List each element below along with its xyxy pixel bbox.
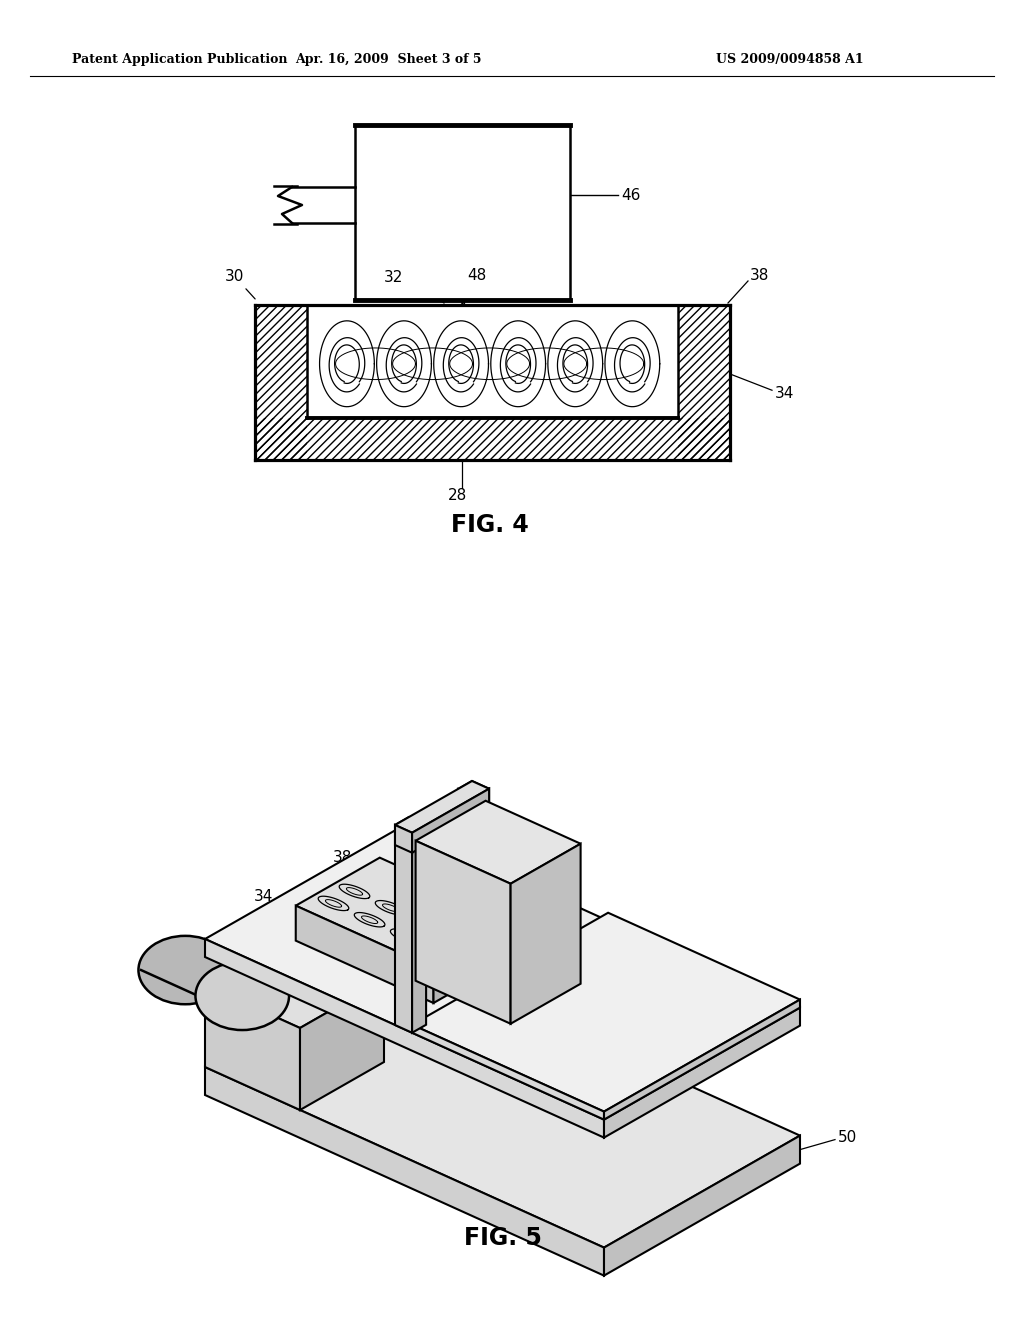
Text: 34: 34 (775, 385, 795, 401)
Polygon shape (205, 939, 604, 1138)
Polygon shape (205, 985, 300, 1110)
Polygon shape (205, 828, 800, 1119)
Text: FIG. 5: FIG. 5 (464, 1226, 542, 1250)
Polygon shape (604, 1135, 800, 1275)
Text: Apr. 16, 2009  Sheet 3 of 5: Apr. 16, 2009 Sheet 3 of 5 (295, 54, 481, 66)
Text: Patent Application Publication: Patent Application Publication (72, 54, 288, 66)
Text: 34: 34 (254, 888, 273, 904)
Text: X: X (554, 954, 563, 968)
Polygon shape (205, 1067, 604, 1275)
Bar (307, 305, 678, 418)
Text: 46: 46 (621, 187, 640, 202)
Text: 28: 28 (449, 488, 467, 503)
Text: 38: 38 (333, 850, 352, 866)
Polygon shape (395, 825, 412, 1032)
Polygon shape (412, 825, 426, 1032)
Polygon shape (205, 954, 800, 1247)
Text: 46: 46 (589, 919, 607, 933)
Bar (355, 125, 570, 300)
Polygon shape (458, 789, 475, 997)
Polygon shape (412, 789, 489, 853)
Text: US 2009/0094858 A1: US 2009/0094858 A1 (716, 54, 864, 66)
Bar (255, 305, 730, 459)
Polygon shape (511, 843, 581, 1024)
Text: Y: Y (596, 995, 604, 1010)
Polygon shape (604, 999, 800, 1119)
Polygon shape (300, 979, 384, 1110)
Text: 50: 50 (838, 1130, 857, 1144)
Bar (255, 418, 730, 459)
Polygon shape (416, 801, 581, 884)
Text: 38: 38 (750, 268, 769, 282)
Text: 32: 32 (384, 269, 403, 285)
Bar (678, 305, 730, 459)
Ellipse shape (196, 962, 289, 1030)
Polygon shape (205, 937, 384, 1028)
Text: 48: 48 (467, 268, 486, 282)
Polygon shape (395, 781, 489, 833)
Polygon shape (412, 912, 800, 1111)
Polygon shape (433, 920, 517, 1003)
Polygon shape (412, 1024, 604, 1119)
Polygon shape (296, 906, 433, 1003)
Polygon shape (395, 817, 426, 833)
Text: FIG. 4: FIG. 4 (452, 513, 528, 537)
Text: 30: 30 (225, 269, 255, 298)
Polygon shape (458, 781, 489, 797)
Ellipse shape (138, 936, 232, 1005)
Bar (255, 305, 307, 459)
Polygon shape (395, 825, 412, 853)
Polygon shape (604, 1007, 800, 1138)
Polygon shape (416, 841, 511, 1024)
Polygon shape (296, 858, 517, 968)
Polygon shape (475, 789, 489, 997)
Text: 30: 30 (385, 974, 404, 989)
